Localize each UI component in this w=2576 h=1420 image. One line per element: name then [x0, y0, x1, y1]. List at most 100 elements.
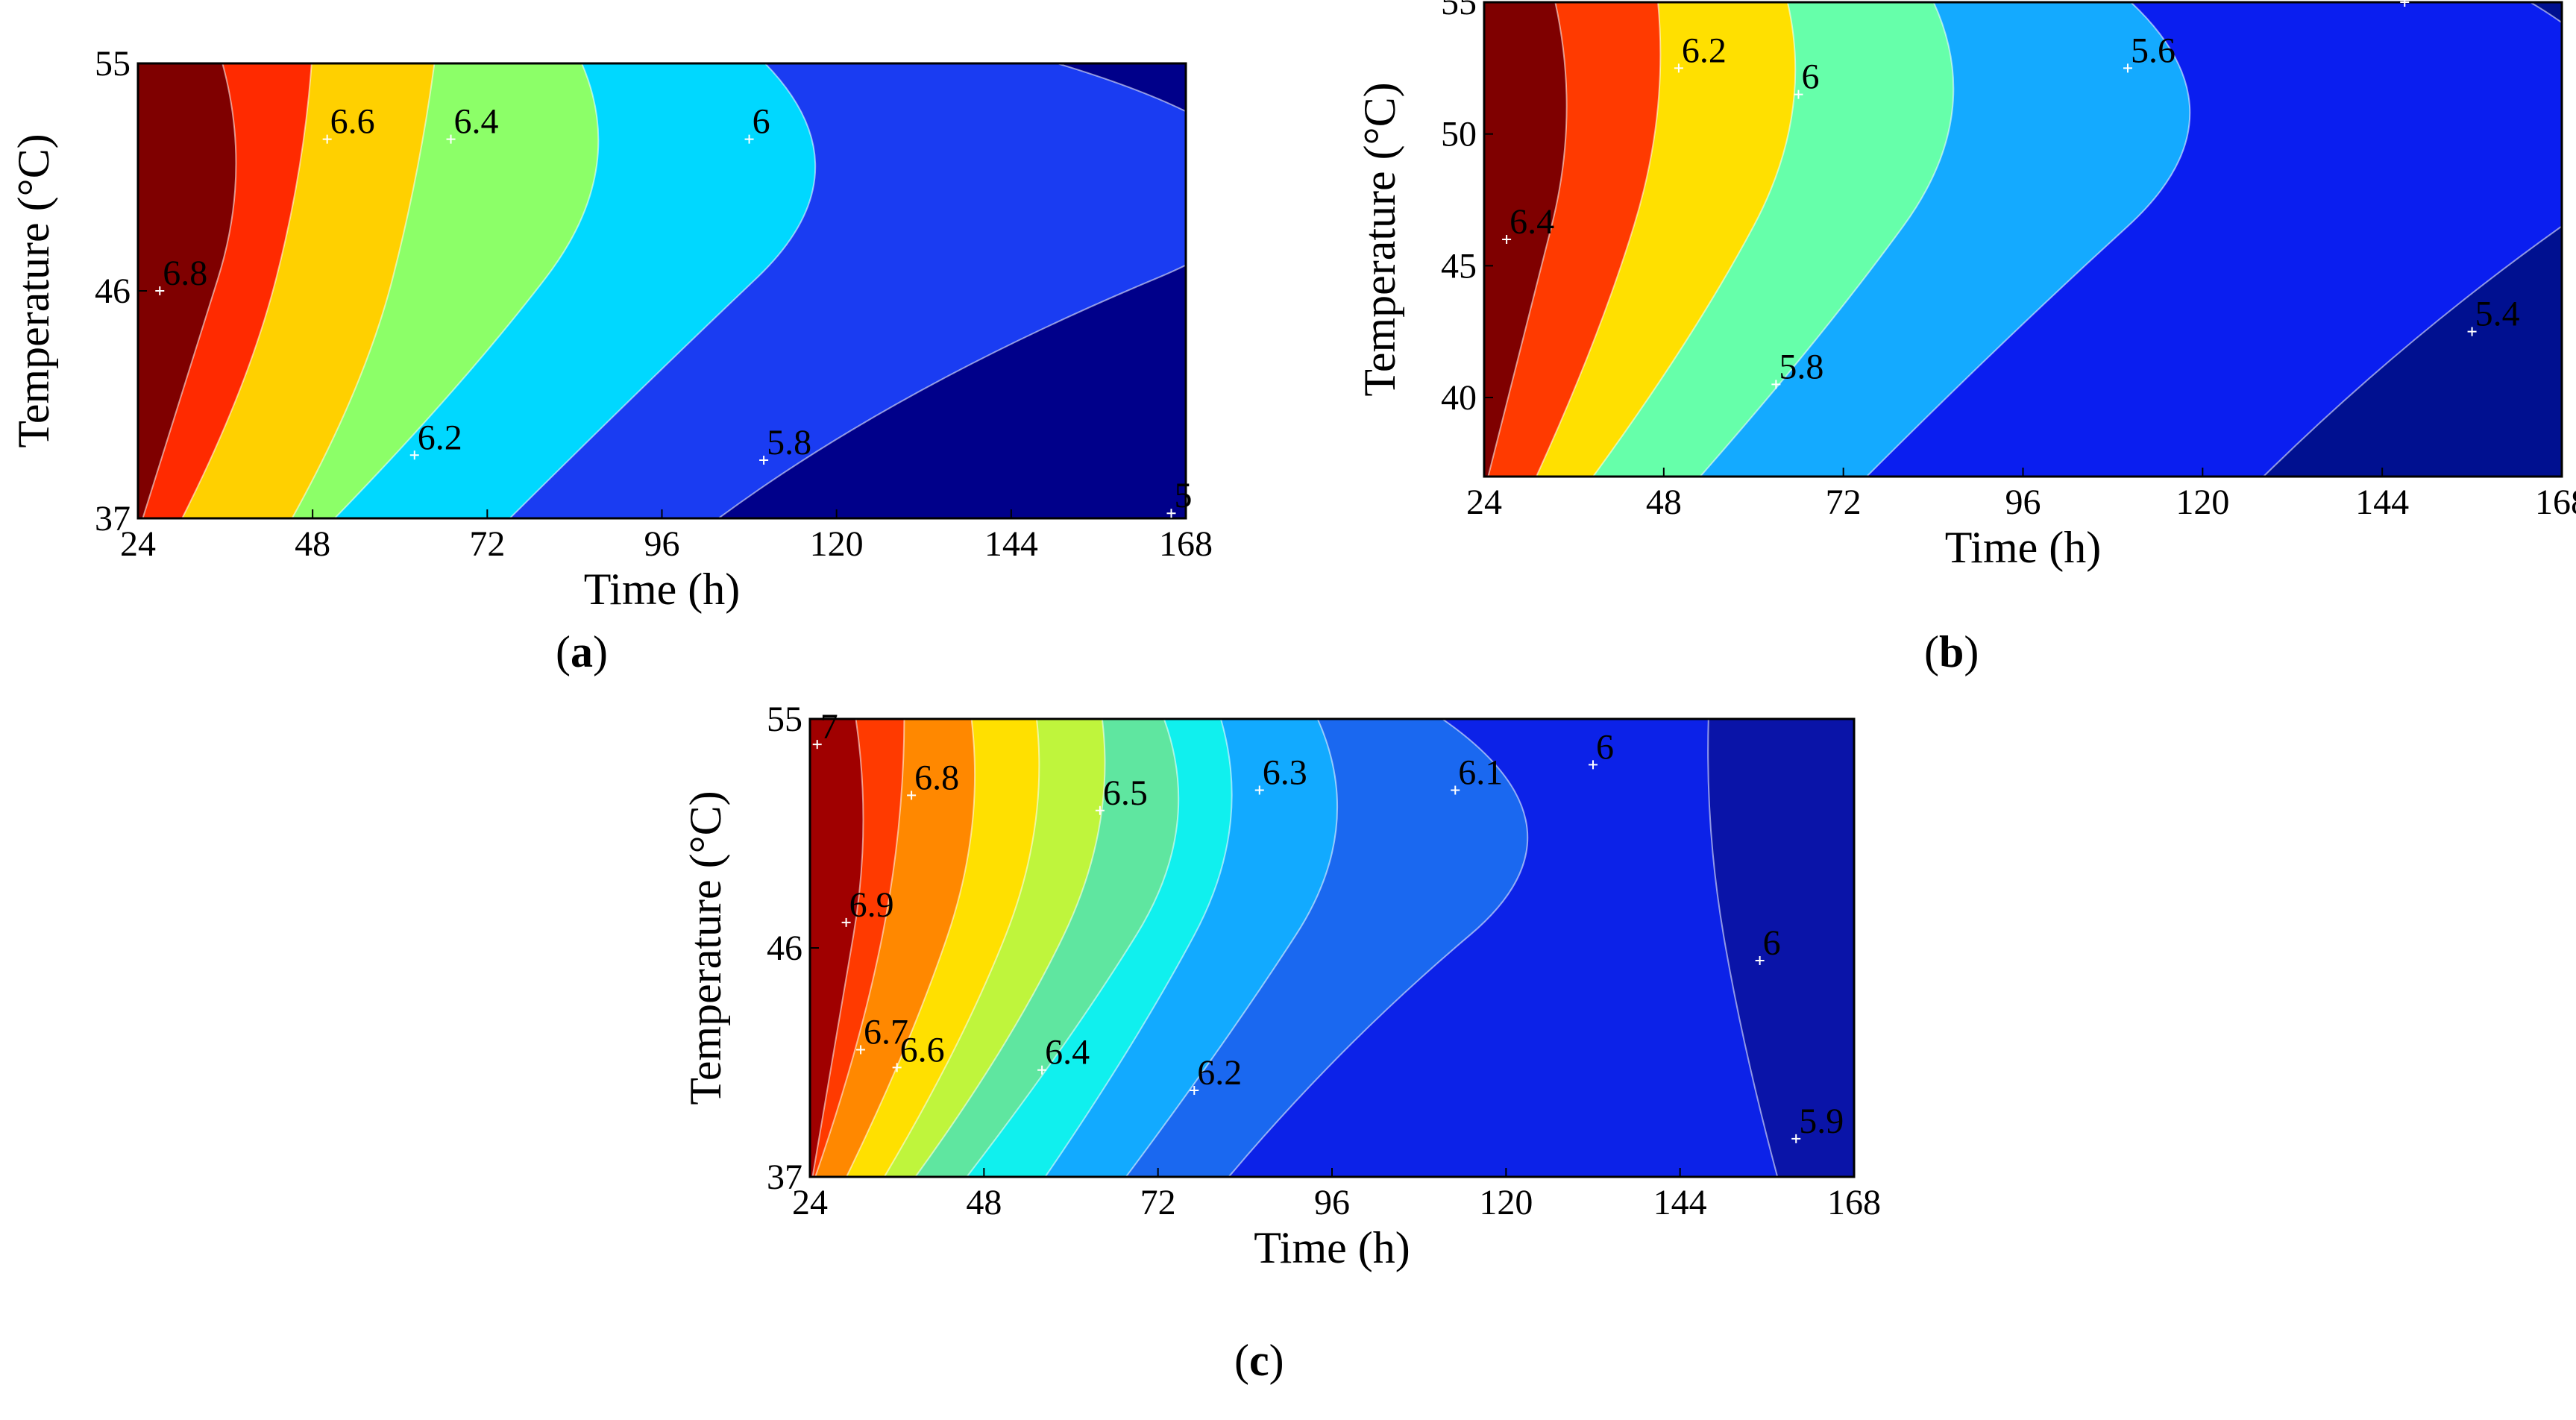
contour-plot-c: 24 48 72 96 120 144 168 37 46 55 Time (h) Temperatu…	[681, 700, 1881, 1272]
contour-label-marker	[907, 791, 917, 800]
contour-label-marker	[1037, 1065, 1047, 1075]
contour-label-marker	[409, 450, 419, 460]
x-tick-label: 24	[120, 524, 156, 564]
x-tick-label: 48	[1646, 483, 1682, 522]
contour-label: 6.1	[1458, 753, 1503, 793]
contour-label: 5.4	[2475, 295, 2520, 334]
contour-band-6_8	[138, 63, 237, 518]
x-axis-title: Time (h)	[1254, 1223, 1410, 1272]
x-axis-title: Time (h)	[584, 565, 740, 614]
x-tick-label: 144	[984, 524, 1038, 564]
contour-label-marker	[155, 286, 165, 295]
panel-label-c: (c)	[1234, 1336, 1284, 1385]
contour-label: 6	[1763, 923, 1781, 963]
y-axis-title: Temperature (°C)	[1355, 82, 1404, 396]
contour-label-marker	[2400, 0, 2410, 7]
contour-band-7	[810, 719, 864, 1177]
x-tick-label: 168	[2535, 483, 2576, 522]
contour-label-marker	[1095, 805, 1105, 815]
contour-label: 6.3	[1263, 753, 1307, 793]
y-tick-label: 50	[1441, 115, 1477, 154]
contour-label: 6.4	[1510, 202, 1554, 242]
contour-band-6_4	[1484, 2, 1568, 477]
contour-label-marker	[2123, 63, 2132, 73]
y-tick-label: 37	[767, 1157, 802, 1197]
contour-label: 6.2	[418, 418, 462, 457]
contour-label-marker	[1791, 1134, 1801, 1143]
contour-label-marker	[759, 456, 769, 465]
contour-label: 6.2	[1197, 1053, 1242, 1093]
contour-label-marker	[892, 1063, 902, 1072]
x-tick-label: 120	[810, 524, 864, 564]
x-tick-label: 72	[1826, 483, 1862, 522]
y-tick-label: 40	[1441, 378, 1477, 418]
x-tick-label: 96	[1314, 1183, 1350, 1222]
contour-label: 6	[1596, 727, 1614, 767]
contour-label-marker	[1502, 235, 1512, 244]
y-tick-label: 45	[1441, 246, 1477, 286]
x-tick-label: 96	[644, 524, 680, 564]
y-tick-label: 55	[95, 44, 131, 84]
contour-label: 6.8	[163, 254, 207, 293]
contour-label-marker	[1674, 63, 1683, 73]
y-tick-label: 55	[1441, 0, 1477, 22]
contour-label: 6.9	[849, 885, 894, 925]
x-tick-label: 96	[2005, 483, 2041, 522]
contour-label: 6.5	[1103, 773, 1148, 813]
x-tick-label: 120	[2176, 483, 2229, 522]
contour-label: 6.4	[1045, 1033, 1090, 1072]
contour-panel-a: 24 48 72 96 120 144 168 37 46 55 Time (h) Temperatu…	[0, 30, 1268, 701]
x-tick-label: 48	[966, 1183, 1002, 1222]
y-axis-title: Temperature (°C)	[681, 791, 730, 1105]
contour-label: 7	[820, 707, 838, 747]
contour-label: 6	[753, 102, 770, 142]
contour-label: 6.7	[864, 1012, 908, 1052]
contour-label: 6.6	[900, 1030, 945, 1069]
contour-label: 6.6	[330, 102, 375, 142]
x-tick-label: 168	[1159, 524, 1213, 564]
contour-label-marker	[1755, 956, 1765, 966]
contour-label-marker	[1451, 785, 1460, 795]
contour-panel-c: 24 48 72 96 120 144 168 37 46 55 Time (h) Temperatu…	[671, 694, 1939, 1365]
contour-label-marker	[856, 1045, 866, 1055]
x-tick-label: 24	[792, 1183, 828, 1222]
panel-label-b: (b)	[1924, 627, 1979, 676]
x-tick-label: 72	[1140, 1183, 1176, 1222]
x-tick-label: 48	[295, 524, 330, 564]
contour-label-marker	[322, 134, 332, 144]
x-tick-label: 168	[1827, 1183, 1881, 1222]
y-tick-label: 55	[767, 700, 802, 739]
panel-label-a: (a)	[556, 627, 608, 676]
y-axis-title: Temperature (°C)	[9, 133, 58, 447]
contour-panel-b: 24 48 72 96 120 144 168 40 45 50 55 Time (h) Tempera…	[1342, 0, 2576, 671]
contour-label: 6.2	[1682, 31, 1727, 70]
y-tick-label: 37	[95, 499, 131, 538]
contour-label: 5.6	[2131, 31, 2176, 70]
contour-label-marker	[1190, 1086, 1199, 1096]
contour-label-marker	[1254, 785, 1264, 795]
x-tick-label: 120	[1479, 1183, 1533, 1222]
contour-label: 5.8	[767, 423, 811, 462]
contour-label: 5.	[2407, 0, 2434, 4]
x-axis-title: Time (h)	[1945, 523, 2101, 572]
contour-label: 5	[1174, 476, 1192, 515]
contour-label-marker	[1166, 509, 1176, 518]
contour-label-marker	[2467, 327, 2477, 336]
contour-label: 5.8	[1779, 347, 1823, 386]
x-tick-label: 144	[2355, 483, 2409, 522]
y-tick-label: 46	[95, 271, 131, 311]
x-tick-label: 144	[1653, 1183, 1707, 1222]
contour-plot-b: 24 48 72 96 120 144 168 40 45 50 55 Time (h) Tempera…	[1355, 0, 2576, 572]
contour-label-marker	[1589, 760, 1598, 770]
x-tick-label: 24	[1466, 483, 1502, 522]
y-tick-label: 46	[767, 929, 802, 968]
contour-label-marker	[446, 134, 456, 144]
contour-label: 5.9	[1799, 1102, 1844, 1141]
contour-label-marker	[744, 134, 754, 144]
contour-label: 6	[1801, 57, 1819, 97]
contour-plot-a: 24 48 72 96 120 144 168 37 46 55 Time (h) Temperatu…	[9, 44, 1213, 614]
contour-label: 6.4	[454, 102, 499, 142]
contour-label-marker	[812, 740, 822, 750]
contour-label-marker	[1771, 380, 1781, 389]
contour-label: 6.8	[914, 758, 959, 797]
